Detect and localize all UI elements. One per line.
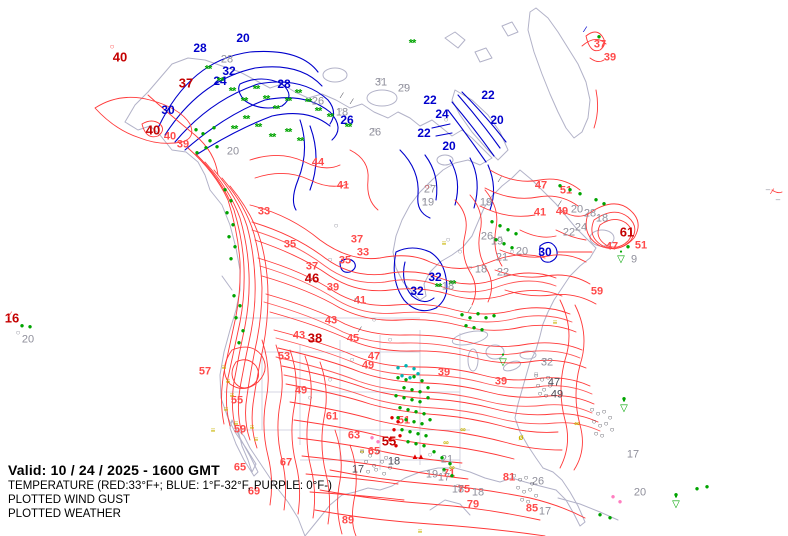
wind-gust-key-text: PLOTTED WIND GUST — [8, 494, 131, 506]
coast-gulf — [304, 467, 586, 536]
coastline-layer — [124, 7, 619, 536]
island-newfoundland — [589, 229, 615, 247]
coast-arctic — [124, 57, 493, 159]
warm-contour-layer — [94, 31, 783, 536]
island-victoria — [366, 89, 398, 107]
coast-baja — [229, 419, 259, 477]
island-banks — [322, 67, 348, 83]
island-greenland — [527, 7, 591, 139]
weather-key-text: PLOTTED WEATHER — [8, 508, 121, 520]
legend-block: Valid: 10 / 24 / 2025 - 1600 GMT TEMPERA… — [8, 462, 332, 520]
coast-pacific — [124, 121, 306, 536]
temperature-key-text: TEMPERATURE (RED:33°F+; BLUE: 1°F-32°F, … — [8, 480, 332, 492]
cold-contour-layer — [157, 50, 558, 312]
lake-superior — [451, 330, 489, 346]
island-southampton — [436, 154, 454, 166]
lake-michigan — [467, 348, 479, 372]
state-borders-layer — [224, 317, 470, 470]
islands-arctic-scatter — [444, 21, 519, 63]
lake-erie — [502, 360, 522, 372]
lake-huron — [485, 344, 505, 360]
island-vancouver — [221, 275, 233, 291]
coast-hudson-labrador — [392, 157, 597, 469]
valid-time-text: Valid: 10 / 24 / 2025 - 1600 GMT — [8, 462, 220, 478]
lake-ontario — [519, 350, 537, 360]
coast-cuba — [557, 497, 619, 521]
island-baffin — [451, 89, 509, 161]
